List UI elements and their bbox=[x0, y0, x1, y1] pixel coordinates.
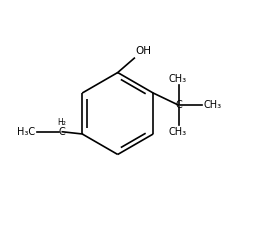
Text: H₃C: H₃C bbox=[17, 127, 35, 137]
Text: CH₃: CH₃ bbox=[169, 74, 187, 84]
Text: C: C bbox=[59, 127, 66, 137]
Text: H₂: H₂ bbox=[58, 118, 67, 127]
Text: CH₃: CH₃ bbox=[169, 127, 187, 137]
Text: CH₃: CH₃ bbox=[204, 100, 222, 110]
Text: OH: OH bbox=[135, 46, 151, 56]
Text: C: C bbox=[175, 100, 182, 110]
